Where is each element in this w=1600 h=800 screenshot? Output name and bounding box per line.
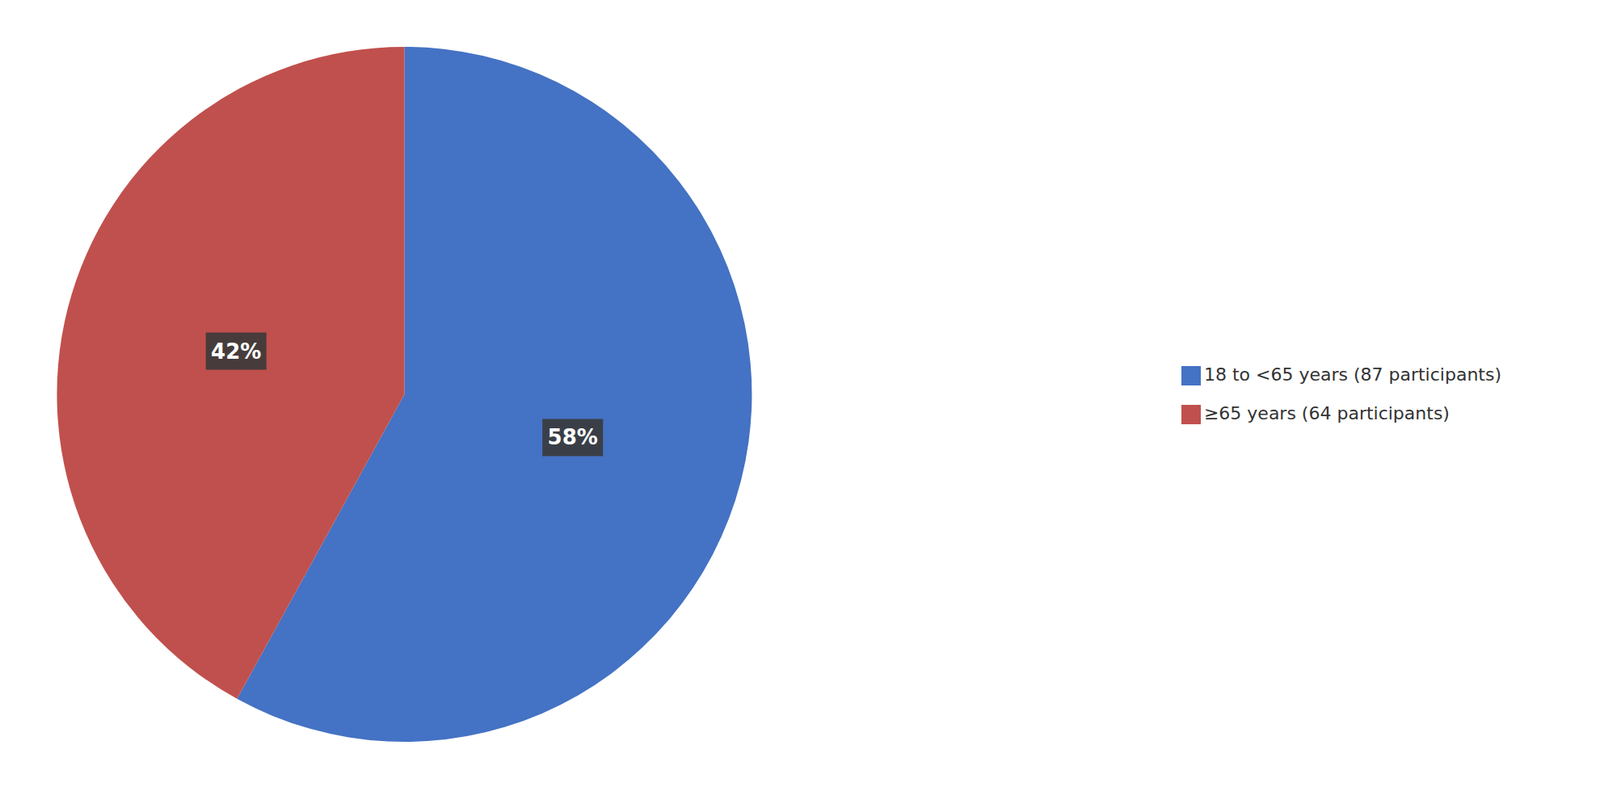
html-text:≥65 years (64 participants): ≥65 years (64 participants) [1203, 403, 1450, 424]
svg-text:42%: 42% [210, 339, 262, 364]
svg-text:58%: 58% [547, 425, 598, 450]
html-text:18 to <65 years (87 participan: 18 to <65 years (87 participants) [1203, 364, 1502, 385]
